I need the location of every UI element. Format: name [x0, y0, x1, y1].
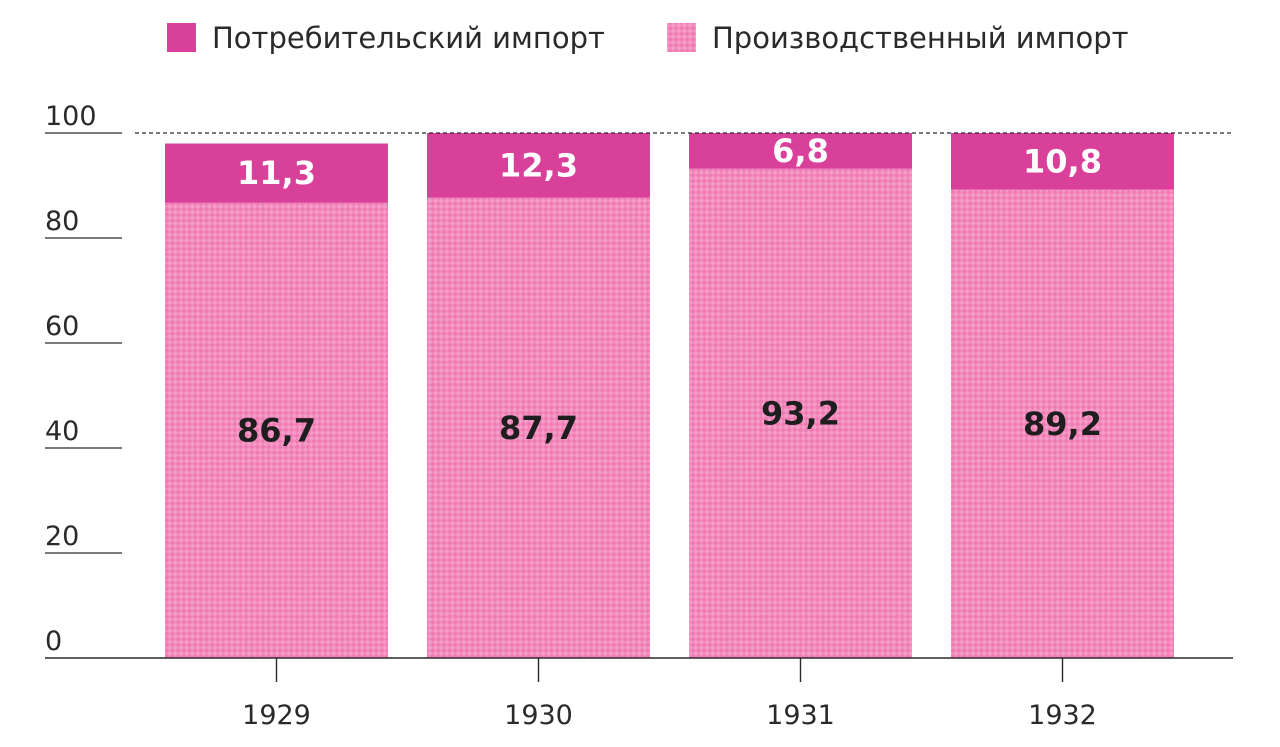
y-tick-label: 20: [45, 521, 79, 552]
bar-consumer-1929: [165, 143, 388, 203]
bar-consumer-1930: [427, 133, 650, 198]
x-axis: 1929 1930 1931 1932: [45, 657, 1233, 731]
label-consumer-1929: 11,3: [237, 154, 316, 192]
y-axis: 0 20 40 60 80 100: [45, 101, 122, 657]
label-production-1932: 89,2: [1023, 405, 1102, 443]
legend-swatch-consumer: [167, 23, 196, 52]
x-tick-label: 1929: [242, 700, 311, 731]
legend-swatch-production: [667, 23, 696, 52]
y-tick-label: 60: [45, 311, 79, 342]
legend-label-production: Производственный импорт: [712, 21, 1129, 55]
bars: 11,3 86,7 12,3 87,7 6,8 93,2 10,8 89,2: [165, 132, 1174, 658]
legend-label-consumer: Потребительский импорт: [212, 21, 605, 55]
y-tick-label: 40: [45, 416, 79, 447]
label-production-1931: 93,2: [761, 394, 840, 432]
label-consumer-1931: 6,8: [772, 132, 829, 170]
bar-production-1931: [689, 168, 912, 658]
bar-consumer-1932: [951, 133, 1174, 190]
label-production-1929: 86,7: [237, 411, 316, 449]
y-tick-label: 0: [45, 626, 62, 657]
y-tick-label: 80: [45, 206, 79, 237]
bar-production-1930: [427, 197, 650, 658]
legend: Потребительский импорт Производственный …: [167, 21, 1129, 55]
x-tick-label: 1930: [504, 700, 573, 731]
x-tick-label: 1932: [1028, 700, 1097, 731]
bar-production-1932: [951, 189, 1174, 658]
bar-production-1929: [165, 202, 388, 658]
bar-consumer-1931: [689, 133, 912, 169]
label-consumer-1932: 10,8: [1023, 142, 1102, 180]
label-production-1930: 87,7: [499, 409, 578, 447]
x-tick-label: 1931: [766, 700, 835, 731]
y-tick-label: 100: [45, 101, 97, 132]
label-consumer-1930: 12,3: [499, 146, 578, 184]
